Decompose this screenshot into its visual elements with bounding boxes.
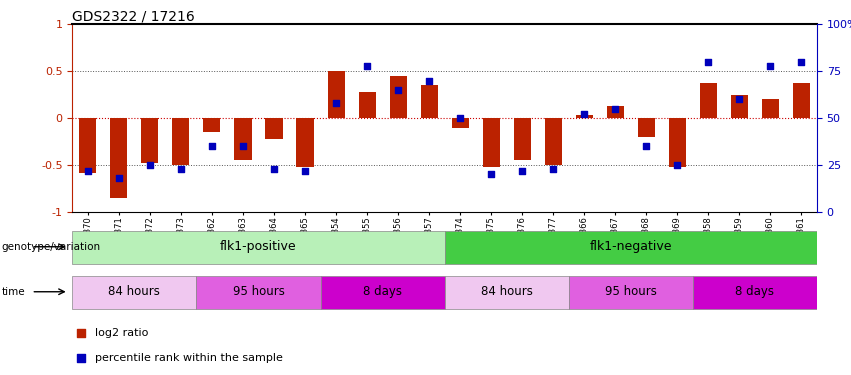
Point [267, 166, 281, 172]
Point [484, 171, 498, 177]
Bar [296, 118, 313, 167]
Bar [72, 276, 197, 309]
Point [763, 63, 777, 69]
Text: percentile rank within the sample: percentile rank within the sample [94, 352, 283, 363]
Text: 84 hours: 84 hours [481, 285, 533, 298]
Bar [731, 95, 748, 118]
Point [795, 59, 808, 65]
Bar [141, 118, 158, 163]
Text: flk1-positive: flk1-positive [220, 240, 297, 253]
Point [519, 0, 533, 4]
Text: flk1-negative: flk1-negative [590, 240, 672, 253]
Point [237, 143, 250, 149]
Text: 95 hours: 95 hours [232, 285, 284, 298]
Bar [197, 276, 321, 309]
Bar [328, 71, 345, 118]
Bar [693, 276, 817, 309]
Point [329, 100, 343, 106]
Point [516, 168, 529, 174]
Bar [72, 231, 444, 264]
Text: 8 days: 8 days [735, 285, 774, 298]
Point [701, 59, 715, 65]
Bar [420, 86, 437, 118]
Bar [234, 118, 252, 160]
Bar [358, 92, 375, 118]
Point [205, 143, 219, 149]
Point [143, 162, 157, 168]
Point [454, 115, 467, 121]
Bar [444, 231, 817, 264]
Bar [390, 76, 407, 118]
Bar [669, 118, 686, 167]
Bar [173, 118, 190, 165]
Text: log2 ratio: log2 ratio [94, 328, 148, 338]
Bar [483, 118, 500, 167]
Bar [568, 276, 693, 309]
Point [391, 87, 405, 93]
Bar [637, 118, 655, 137]
Point [174, 166, 188, 172]
Bar [321, 276, 444, 309]
Bar [266, 118, 283, 139]
Point [81, 168, 94, 174]
Point [298, 168, 311, 174]
Point [112, 175, 126, 181]
Bar [444, 276, 568, 309]
Text: time: time [2, 287, 26, 297]
Text: 8 days: 8 days [363, 285, 402, 298]
Point [671, 162, 684, 168]
Point [608, 106, 622, 112]
Point [733, 96, 746, 102]
Point [546, 166, 560, 172]
Point [639, 143, 653, 149]
Bar [111, 118, 128, 198]
Point [519, 220, 533, 226]
Text: genotype/variation: genotype/variation [2, 242, 100, 252]
Bar [793, 84, 810, 118]
Bar [762, 99, 779, 118]
Bar [203, 118, 220, 132]
Bar [607, 106, 624, 118]
Bar [452, 118, 469, 128]
Point [578, 111, 591, 117]
Bar [514, 118, 531, 160]
Point [422, 78, 436, 84]
Text: 95 hours: 95 hours [605, 285, 657, 298]
Point [360, 63, 374, 69]
Bar [545, 118, 562, 165]
Bar [700, 82, 717, 118]
Text: 84 hours: 84 hours [108, 285, 160, 298]
Bar [576, 116, 593, 118]
Bar [79, 118, 96, 172]
Text: GDS2322 / 17216: GDS2322 / 17216 [72, 9, 195, 23]
